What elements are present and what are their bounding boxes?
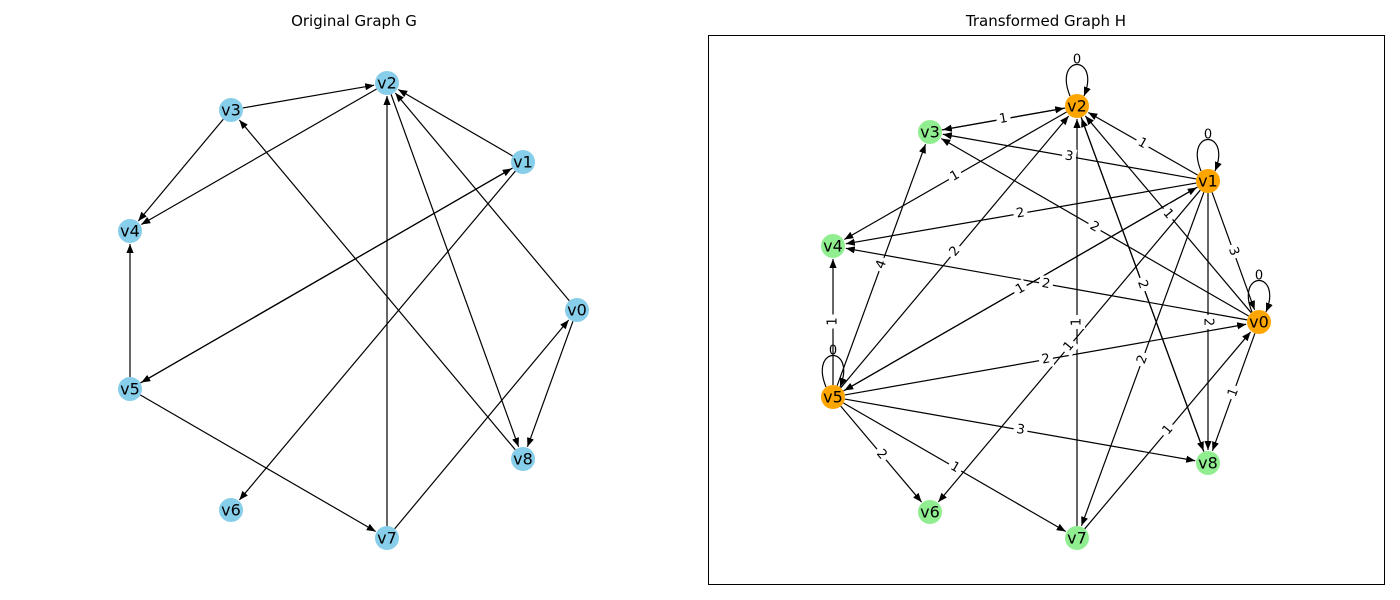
g-edge-v5-v1 xyxy=(140,167,513,384)
g-edge-v8-v3 xyxy=(238,119,516,451)
h-edge-label-bg-v1-v7 xyxy=(1132,350,1153,369)
g-node-v8 xyxy=(511,447,535,471)
h-edge-label-bg-v7-v0 xyxy=(1157,419,1179,441)
g-node-v1 xyxy=(511,150,535,174)
h-node-label-v0: v0 xyxy=(1249,313,1269,332)
h-edge-label-bg-v0-v8 xyxy=(1223,383,1244,402)
g-edge-v0-v2 xyxy=(394,92,570,302)
h-edge-v2-v2 xyxy=(1065,63,1091,97)
original-graph-title: Original Graph G xyxy=(291,12,417,30)
h-edge-label-v1-v1: 0 xyxy=(1204,128,1212,143)
h-edge-label-bg-v0-v2 xyxy=(1157,203,1179,225)
h-node-label-v3: v3 xyxy=(920,123,940,142)
g-node-label-v4: v4 xyxy=(120,222,140,241)
h-node-v2 xyxy=(1065,94,1089,118)
h-edge-label-bg-v5-v3 xyxy=(871,255,892,274)
g-edge-v3-v4 xyxy=(137,118,224,222)
h-edge-label-bg-v5-v2 xyxy=(944,240,966,263)
g-node-label-v5: v5 xyxy=(120,380,140,399)
g-edge-v1-v6 xyxy=(238,170,516,501)
g-edge-v5-v7 xyxy=(140,394,377,532)
transformed-graph-edge-labels: 0000111312122324111211222211213 xyxy=(825,53,1263,478)
h-edge-label-bg-v3-v2 xyxy=(995,109,1012,129)
h-node-v3 xyxy=(918,120,942,144)
transformed-graph-title: Transformed Graph H xyxy=(965,12,1126,30)
g-edge-v7-v0 xyxy=(394,319,570,530)
g-edge-v2-v4 xyxy=(140,88,377,226)
g-node-v6 xyxy=(219,498,243,522)
h-node-label-v2: v2 xyxy=(1067,97,1087,116)
original-graph-panel: Original Graph G v0 v1 v2 v3 v4 v5 v6 v7 v8 xyxy=(118,12,589,550)
h-edge-label-v5-v5: 0 xyxy=(829,344,837,359)
original-graph-nodes: v0 v1 v2 v3 v4 v5 v6 v7 v8 xyxy=(118,71,589,550)
h-edge-v0-v0 xyxy=(1247,279,1273,313)
transformed-graph-panel: Transformed Graph H 00001113121223241112… xyxy=(708,12,1385,585)
h-edge-label-v5-v4: 1 xyxy=(826,317,841,325)
g-node-v2 xyxy=(375,71,399,95)
h-edge-label-v1-v4: 2 xyxy=(1015,205,1026,221)
g-node-label-v3: v3 xyxy=(221,101,241,120)
g-node-v3 xyxy=(219,98,243,122)
h-edge-label-bg-v1-v5 xyxy=(1010,278,1031,300)
h-edge-label-v2-v2: 0 xyxy=(1073,53,1081,68)
h-node-v8 xyxy=(1196,451,1220,475)
h-edge-label-v7-v2: 1 xyxy=(1070,318,1085,326)
h-edge-label-bg-v5-v8 xyxy=(1012,420,1029,440)
h-edge-label-bg-v1-v6 xyxy=(1058,335,1080,358)
h-edge-label-bg-v1-v0 xyxy=(1223,242,1244,261)
h-edge-label-bg-v0-v3 xyxy=(1084,216,1105,238)
g-node-label-v8: v8 xyxy=(513,450,533,469)
h-edge-label-v1-v3: 3 xyxy=(1064,148,1075,164)
h-edge-label-bg-v8-v2 xyxy=(1132,275,1153,294)
g-node-label-v6: v6 xyxy=(221,501,241,520)
g-node-v7 xyxy=(375,526,399,550)
transformed-graph-frame xyxy=(708,35,1385,585)
g-node-v4 xyxy=(118,219,142,243)
h-edge-label-bg-v5-v7 xyxy=(944,457,966,478)
h-edge-label-bg-v0-v4 xyxy=(1037,274,1055,294)
h-edge-label-bg-v1-v4 xyxy=(1012,204,1029,223)
g-edge-v1-v2 xyxy=(397,89,513,157)
g-edge-v3-v2 xyxy=(242,83,375,109)
h-edge-v1-v1 xyxy=(1196,138,1222,172)
h-node-label-v8: v8 xyxy=(1198,454,1218,473)
h-node-v1 xyxy=(1196,169,1220,193)
g-edge-v2-v8 xyxy=(390,94,520,447)
transformed-graph-nodes: v0 v1 v2 v3 v4 v5 v6 v7 v8 xyxy=(821,94,1271,550)
h-edge-label-bg-v2-v4 xyxy=(944,165,966,187)
h-node-v6 xyxy=(918,500,942,524)
h-edge-label-bg-v1-v3 xyxy=(1060,147,1078,166)
h-edge-label-v5-v8: 3 xyxy=(1015,422,1026,438)
h-node-label-v6: v6 xyxy=(920,503,940,522)
g-node-label-v1: v1 xyxy=(513,153,533,172)
g-node-v5 xyxy=(118,377,142,401)
h-edge-label-bg-v5-v6 xyxy=(870,443,893,466)
h-node-v5 xyxy=(821,385,845,409)
h-edge-label-v0-v4: 2 xyxy=(1041,276,1052,292)
g-node-v0 xyxy=(565,298,589,322)
g-node-label-v2: v2 xyxy=(377,74,397,93)
original-graph-edges xyxy=(126,83,574,532)
h-edge-label-v5-v0: 2 xyxy=(1041,351,1052,367)
h-edge-label-v1-v8: 2 xyxy=(1201,318,1216,326)
h-edge-label-bg-v7-v2 xyxy=(1069,315,1085,329)
g-node-label-v7: v7 xyxy=(377,529,397,548)
h-edge-label-bg-v5-v4 xyxy=(825,314,841,329)
h-edge-label-v0-v0: 0 xyxy=(1255,269,1263,284)
h-node-label-v7: v7 xyxy=(1067,529,1087,548)
h-edge-label-bg-v1-v2 xyxy=(1132,133,1153,154)
g-edge-v0-v8 xyxy=(526,321,574,447)
h-edge-label-bg-v1-v8 xyxy=(1200,315,1216,329)
h-node-label-v5: v5 xyxy=(823,388,843,407)
h-node-v4 xyxy=(821,234,845,258)
h-node-v0 xyxy=(1247,310,1271,334)
h-node-label-v4: v4 xyxy=(823,237,843,256)
h-node-label-v1: v1 xyxy=(1198,172,1218,191)
h-edge-label-v3-v2: 1 xyxy=(998,111,1009,127)
h-node-v7 xyxy=(1065,526,1089,550)
h-edge-label-bg-v5-v0 xyxy=(1037,350,1055,369)
g-node-label-v0: v0 xyxy=(567,301,587,320)
